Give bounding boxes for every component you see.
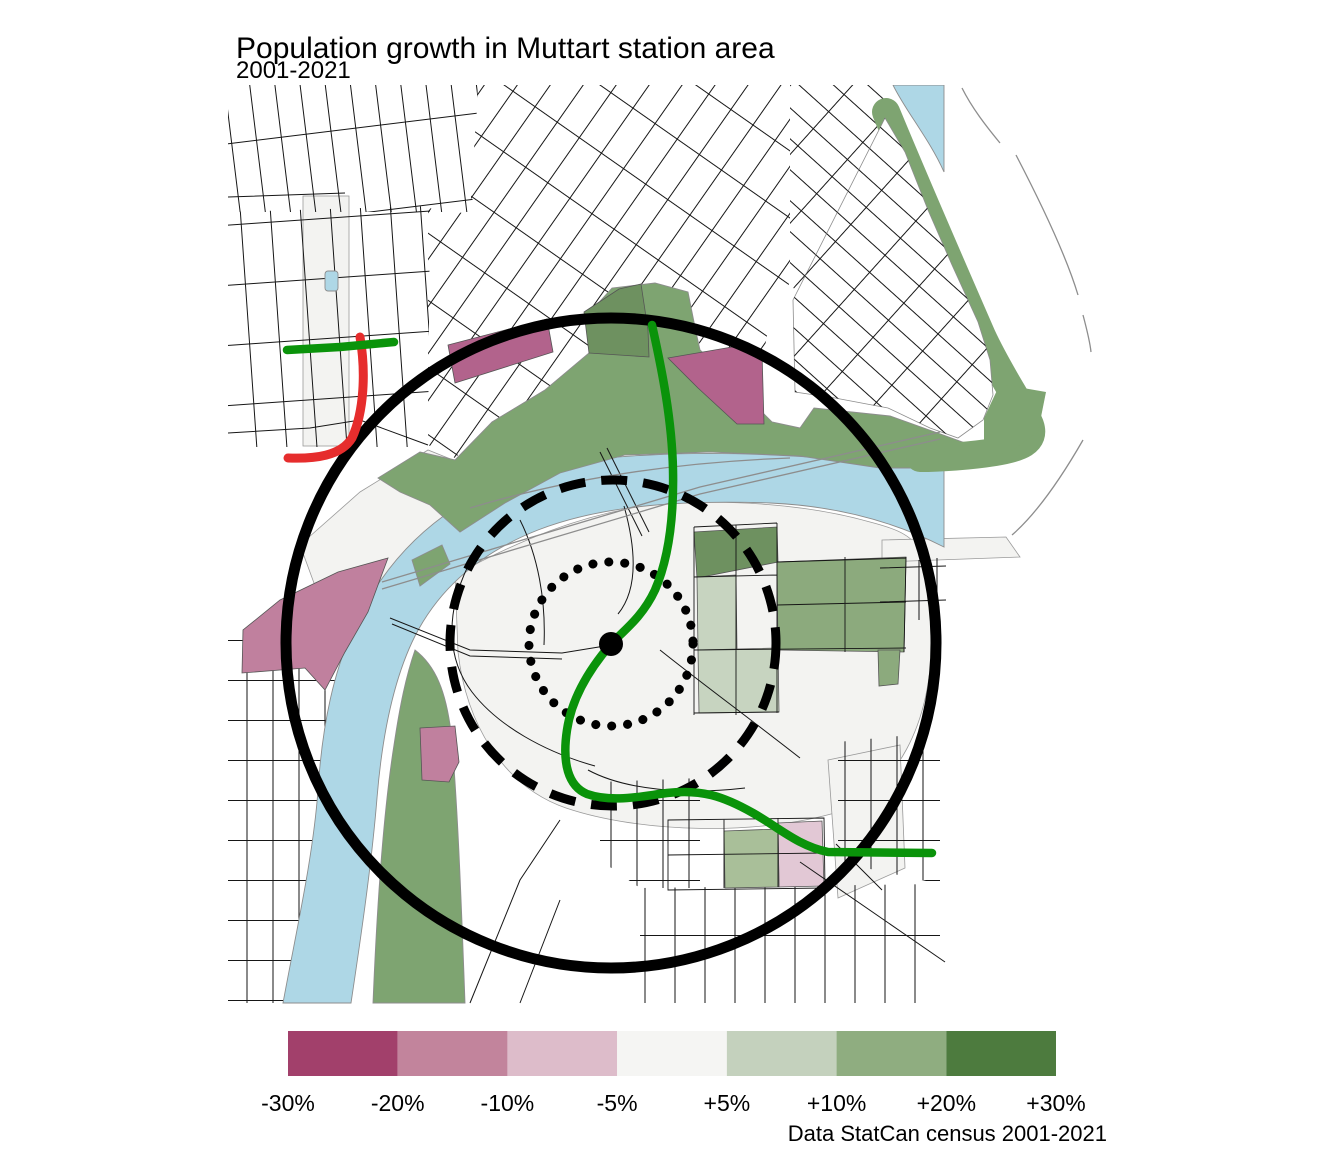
legend-swatch bbox=[617, 1031, 727, 1076]
legend-tick-label: -10% bbox=[480, 1090, 535, 1116]
legend-tick-label: +20% bbox=[916, 1090, 977, 1116]
parkland-hook bbox=[984, 384, 1046, 458]
street-wedge-northeast bbox=[792, 117, 994, 439]
census-polygon-growth-south bbox=[723, 828, 780, 889]
road-flats-d bbox=[659, 649, 801, 759]
boundary-curve-e bbox=[1011, 439, 1084, 536]
block-outlines-east bbox=[693, 522, 907, 715]
legend-labels: -30% -20% -10% -5% +5% +10% +20% +30% bbox=[261, 1090, 1086, 1118]
pond bbox=[324, 270, 339, 292]
street-grid-southeast bbox=[640, 884, 940, 1003]
legend-swatch bbox=[507, 1031, 618, 1076]
street-grid-south-central bbox=[600, 778, 700, 888]
legend-tick-label: -30% bbox=[261, 1090, 315, 1116]
road-bridge-north bbox=[599, 447, 650, 537]
census-polygon-growth-light-a bbox=[696, 574, 738, 651]
radius-circle-solid bbox=[280, 312, 942, 974]
legend-swatch bbox=[288, 1031, 398, 1076]
radius-circle-dotted bbox=[524, 557, 698, 731]
legend-swatch bbox=[726, 1031, 837, 1076]
street-grid-nw-a bbox=[228, 85, 478, 212]
walkshed-circles bbox=[280, 312, 942, 974]
census-polygon-growth-medium-small bbox=[877, 649, 901, 687]
road-flats-b bbox=[617, 505, 634, 615]
station-marker bbox=[599, 632, 623, 656]
road-east-blocks bbox=[879, 558, 947, 620]
road-flats-a bbox=[519, 519, 545, 646]
radius-circle-dashed bbox=[445, 475, 781, 811]
street-grid-northeast bbox=[790, 85, 893, 292]
data-source-caption: Data StatCan census 2001-2021 bbox=[787, 1121, 1107, 1146]
street-grid bbox=[228, 85, 940, 1003]
legend-tick-label: +10% bbox=[806, 1090, 867, 1116]
legend-swatch bbox=[836, 1031, 947, 1076]
rail-corridor bbox=[381, 431, 941, 590]
boundary-lines bbox=[381, 87, 1092, 590]
station-area-map bbox=[228, 85, 1092, 1004]
legend-tick-label: +30% bbox=[1026, 1090, 1086, 1116]
census-polygon-decline-west bbox=[241, 557, 389, 691]
road-south-a bbox=[469, 819, 561, 1004]
boundary-curve-ne-b bbox=[1015, 154, 1079, 296]
transit-lines bbox=[282, 320, 937, 858]
parkland-bend-wedge bbox=[411, 544, 451, 587]
legend-swatch bbox=[397, 1031, 508, 1076]
road-nw-edge bbox=[228, 192, 429, 446]
legend-tick-label: -20% bbox=[370, 1090, 425, 1116]
road-flats-loop bbox=[451, 565, 596, 767]
page-title: Population growth in Muttart station are… bbox=[236, 32, 775, 66]
boundary-riverbank bbox=[469, 457, 791, 509]
road-flats-c bbox=[587, 769, 746, 792]
legend-color-bar bbox=[288, 1031, 1056, 1076]
red-route-line bbox=[283, 332, 368, 463]
legend-swatch bbox=[946, 1031, 1056, 1076]
page-subtitle: 2001-2021 bbox=[236, 57, 351, 84]
legend-tick-label: +5% bbox=[703, 1090, 751, 1116]
boundary-curve-ne-a bbox=[961, 87, 1001, 144]
census-polygon-decline-valley bbox=[419, 725, 460, 783]
river-north-reach bbox=[892, 85, 945, 173]
boundary-curve-ne-c bbox=[1082, 314, 1092, 353]
lrt-line-main bbox=[561, 320, 937, 858]
legend-tick-label: -5% bbox=[596, 1090, 638, 1116]
street-grid-nw-b bbox=[228, 206, 430, 447]
street-grid-north bbox=[428, 85, 790, 458]
lrt-line-west-segment bbox=[282, 337, 399, 355]
